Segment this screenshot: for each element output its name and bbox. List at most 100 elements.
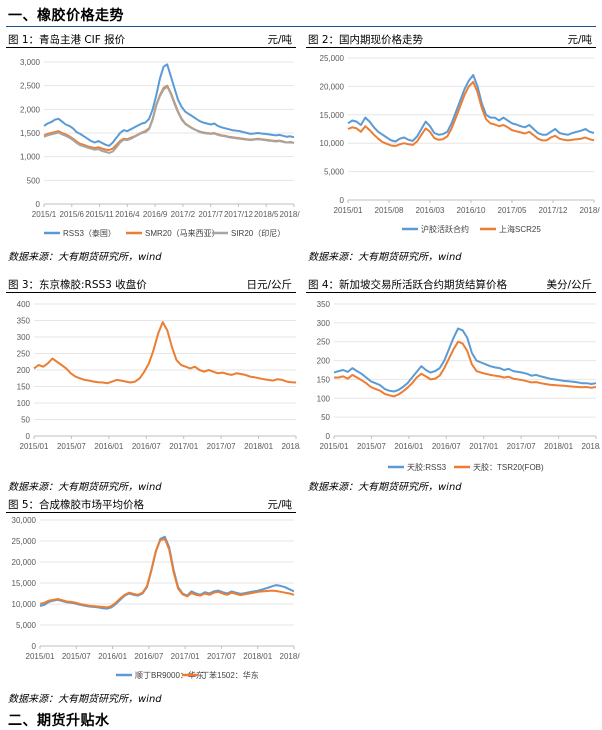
data-source: 数据来源：大有期货研究所，wind — [308, 482, 462, 493]
x-tick-label: 2018/5 — [254, 210, 279, 219]
x-tick-label: 2018/01 — [544, 442, 573, 451]
x-tick-label: 2016/03 — [416, 206, 445, 215]
data-source: 数据来源：大有期货研究所，wind — [308, 252, 462, 263]
chart-figure-5: 0 5,000 10,000 15,000 20,000 25,000 30,000 2015… — [12, 516, 300, 680]
x-tick-label: 2015/01 — [26, 652, 55, 661]
x-tick-label: 2018/07 — [282, 442, 300, 451]
figure-rule — [6, 47, 296, 48]
y-tick-label: 300 — [17, 333, 31, 342]
series-line — [43, 84, 295, 151]
series-line — [33, 321, 297, 385]
section-title: 二、期货升贴水 — [8, 713, 110, 729]
chart-figure-2: 0 5,000 10,000 15,000 20,000 25,000 2015/01 201… — [320, 54, 600, 234]
y-tick-label: 350 — [17, 317, 31, 326]
y-tick-label: 0 — [326, 432, 331, 441]
x-tick-label: 2016/07 — [432, 442, 461, 451]
y-tick-label: 0 — [26, 432, 31, 441]
y-tick-label: 5,000 — [16, 621, 37, 630]
x-tick-label: 2017/01 — [469, 442, 498, 451]
series-line — [333, 327, 597, 393]
y-tick-label: 20,000 — [12, 558, 37, 567]
x-tick-label: 2016/07 — [134, 652, 163, 661]
y-tick-label: 300 — [317, 319, 331, 328]
figure-unit: 元/吨 — [267, 499, 292, 511]
x-tick-label: 2016/01 — [98, 652, 127, 661]
legend-label: 上海SCR25 — [499, 224, 541, 234]
y-tick-label: 400 — [17, 300, 31, 309]
x-tick-label: 2018/10 — [280, 210, 300, 219]
legend-label: 天胶:RSS3 — [407, 462, 447, 472]
legend-label: 丁苯1502：华东 — [201, 670, 259, 680]
x-tick-label: 2017/7 — [198, 210, 223, 219]
x-tick-label: 2016/01 — [394, 442, 423, 451]
y-tick-label: 250 — [317, 338, 331, 347]
data-source: 数据来源：大有期货研究所，wind — [8, 482, 162, 493]
y-tick-label: 0 — [36, 200, 41, 209]
y-tick-label: 0 — [32, 642, 37, 651]
x-tick-label: 2015/11 — [85, 210, 114, 219]
figure-title: 图 4：新加坡交易所活跃合约期货结算价格 — [308, 279, 508, 291]
x-tick-label: 2016/9 — [143, 210, 168, 219]
x-tick-label: 2015/6 — [60, 210, 85, 219]
x-tick-label: 2017/12 — [224, 210, 253, 219]
y-tick-label: 15,000 — [12, 579, 37, 588]
y-tick-label: 50 — [21, 416, 30, 425]
section-divider — [6, 26, 596, 27]
data-source: 数据来源：大有期货研究所，wind — [8, 694, 162, 705]
x-tick-label: 2017/07 — [507, 442, 536, 451]
y-tick-label: 20,000 — [320, 82, 345, 91]
legend-label: 天胶：TSR20(FOB) — [473, 462, 544, 472]
legend-label: SMR20（马来西亚） — [145, 229, 220, 238]
chart-figure-3: 0 50 100 150 200 250 300 350 400 2015/01 2015/07 20… — [17, 300, 300, 451]
x-tick-label: 2015/01 — [20, 442, 49, 451]
y-tick-label: 10,000 — [320, 139, 345, 148]
y-tick-label: 200 — [17, 366, 31, 375]
x-tick-label: 2016/01 — [94, 442, 123, 451]
x-tick-label: 2017/01 — [169, 442, 198, 451]
y-tick-label: 25,000 — [320, 54, 345, 63]
y-tick-label: 5,000 — [324, 168, 345, 177]
figure-unit: 日元/公斤 — [246, 279, 292, 291]
x-tick-label: 2018/07 — [580, 206, 600, 215]
x-tick-label: 2016/4 — [115, 210, 140, 219]
series-line — [43, 63, 295, 147]
figure-rule — [6, 292, 296, 293]
y-tick-label: 15,000 — [320, 111, 345, 120]
figure-unit: 元/吨 — [267, 34, 292, 46]
figure-title: 图 2：国内期现价格走势 — [308, 34, 424, 46]
series-line — [334, 340, 597, 398]
y-tick-label: 350 — [317, 300, 331, 309]
y-tick-label: 10,000 — [12, 600, 37, 609]
figure-unit: 美分/公斤 — [546, 279, 592, 291]
y-tick-label: 3,000 — [20, 58, 41, 67]
series-line — [39, 535, 295, 610]
series-line — [347, 80, 595, 147]
x-tick-label: 2017/01 — [171, 652, 200, 661]
figure-unit: 元/吨 — [567, 34, 592, 46]
y-tick-label: 500 — [27, 176, 41, 185]
chart-figure-4: 0 50 100 150 200 250 300 350 2015/01 2015/07 2016/… — [317, 300, 600, 472]
y-tick-label: 150 — [317, 375, 331, 384]
legend-label: 顺丁BR9000：华东 — [135, 670, 204, 680]
x-tick-label: 2017/07 — [207, 442, 236, 451]
y-tick-label: 1,000 — [20, 153, 41, 162]
x-tick-label: 2016/07 — [132, 442, 161, 451]
legend-label: RSS3（泰国） — [63, 228, 116, 238]
figure-title: 图 1：青岛主港 CIF 报价 — [8, 34, 126, 46]
figure-rule — [6, 512, 296, 513]
y-tick-label: 0 — [340, 196, 345, 205]
x-tick-label: 2015/01 — [334, 206, 363, 215]
series-line — [347, 74, 595, 143]
x-tick-label: 2018/01 — [243, 652, 272, 661]
y-tick-label: 25,000 — [12, 537, 37, 546]
x-tick-label: 2017/12 — [539, 206, 568, 215]
x-tick-label: 2015/1 — [32, 210, 57, 219]
y-tick-label: 1,500 — [20, 129, 41, 138]
x-tick-label: 2015/07 — [57, 442, 86, 451]
legend-label: SIR20（印尼） — [231, 229, 285, 238]
x-tick-label: 2017/05 — [498, 206, 527, 215]
x-tick-label: 2017/07 — [207, 652, 236, 661]
figure-rule — [306, 292, 596, 293]
x-tick-label: 2017/2 — [171, 210, 196, 219]
